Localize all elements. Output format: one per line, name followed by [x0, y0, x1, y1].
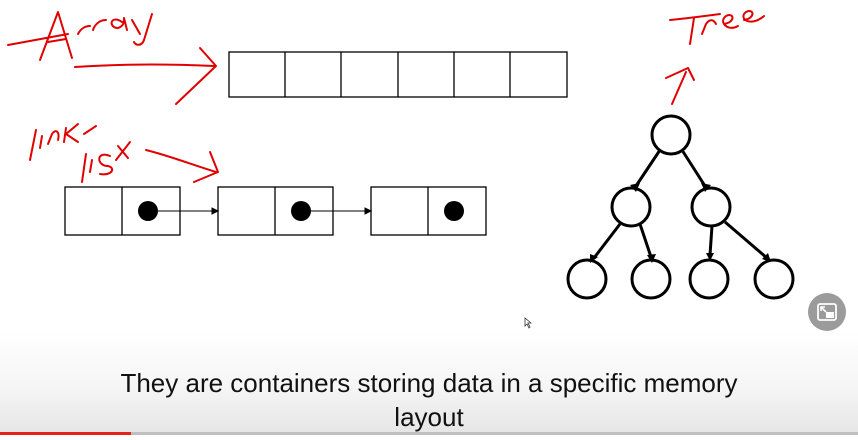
tree-arrow-head: [665, 67, 695, 81]
video-progress-fill: [0, 432, 132, 435]
array-arrow-head: [175, 47, 217, 105]
tree-node: [753, 258, 795, 300]
tree-arrow: [671, 71, 687, 105]
tree-node: [566, 258, 608, 300]
caption-line-2: layout: [394, 402, 464, 432]
picture-in-picture-icon: [817, 303, 837, 321]
video-progress-bar[interactable]: [0, 432, 858, 435]
caption: They are containers storing data in a sp…: [0, 366, 858, 434]
tree-label-scribble: [669, 10, 765, 45]
tree-node: [630, 258, 672, 300]
tree-node-root: [650, 114, 692, 156]
caption-line-1: They are containers storing data in a sp…: [120, 368, 738, 398]
tree-node: [610, 186, 652, 228]
mouse-cursor-icon: [524, 316, 533, 334]
pointer-dot: [444, 201, 464, 221]
linked-list-arrow: [145, 149, 217, 173]
pointer-dot: [138, 201, 158, 221]
array-diagram: [228, 51, 568, 98]
array-label-scribble: [7, 11, 153, 61]
array-arrow: [74, 63, 215, 68]
tree-node: [688, 258, 730, 300]
linked-list-label-scribble: [29, 123, 131, 183]
linked-list-arrow-head: [193, 151, 219, 183]
tree-diagram: [566, 114, 795, 300]
picture-in-picture-button[interactable]: [808, 293, 846, 331]
tree-node: [690, 186, 732, 228]
linked-list-diagram: [64, 186, 487, 236]
pointer-dot: [291, 201, 311, 221]
handwritten-annotations: [7, 10, 765, 183]
